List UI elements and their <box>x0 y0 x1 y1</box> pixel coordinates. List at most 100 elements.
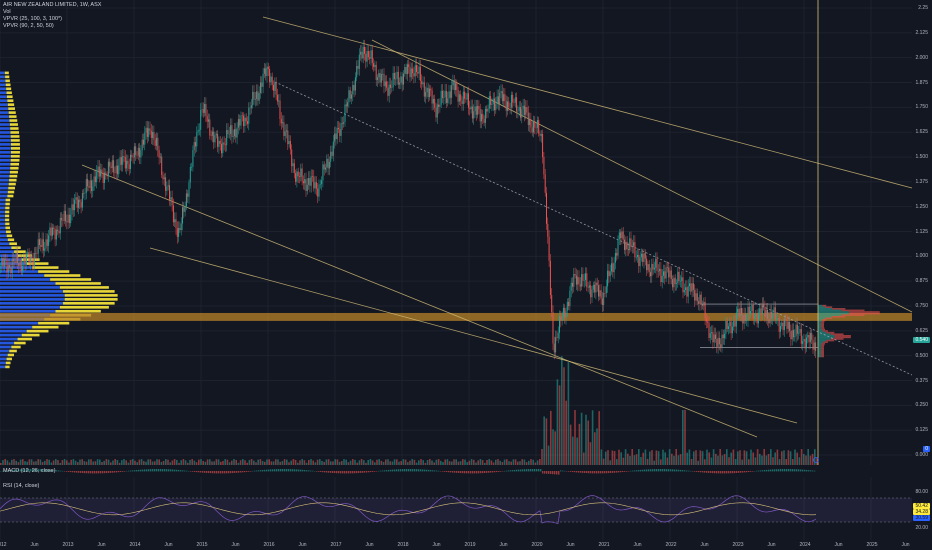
candle-body <box>681 277 683 281</box>
candle-body <box>587 287 589 288</box>
volume-bar <box>290 460 292 465</box>
volume-bar <box>134 460 136 465</box>
candle-body <box>260 82 261 93</box>
rsi-ma-line <box>0 502 817 516</box>
candle-body <box>760 308 762 315</box>
candle-body <box>453 80 455 91</box>
macd-bar <box>94 471 96 474</box>
candle-body <box>343 121 345 124</box>
candle-body <box>111 160 113 169</box>
candle-body <box>282 122 284 124</box>
vpvr-right-down <box>821 352 824 355</box>
vpvr-bar-down <box>8 107 15 110</box>
macd-bar <box>260 470 262 472</box>
price-axis-label: 0.875 <box>915 278 928 285</box>
vpvr-right-down <box>841 314 865 316</box>
macd-bar <box>624 471 626 472</box>
volume-bar <box>418 460 420 465</box>
volume-bar <box>706 449 708 465</box>
macd-bar <box>554 471 556 475</box>
candle-body <box>383 73 385 87</box>
candle-body <box>52 227 53 236</box>
macd-bar <box>776 469 778 472</box>
candle-body <box>608 270 610 277</box>
volume-bar <box>88 459 90 465</box>
macd-bar <box>636 470 638 472</box>
volume-bar <box>609 460 611 465</box>
candle-body <box>106 174 108 177</box>
candle-body <box>566 301 568 311</box>
candle-body <box>201 109 203 111</box>
vpvr-right-down <box>821 323 825 326</box>
candle-body <box>742 315 744 324</box>
candle-body <box>495 103 497 111</box>
volume-bar <box>473 459 475 465</box>
macd-bar <box>804 469 806 472</box>
candle-body <box>156 137 157 146</box>
macd-bar <box>750 471 752 472</box>
candle-body <box>36 253 38 254</box>
volume-bar <box>327 459 330 465</box>
candle-body <box>162 174 164 180</box>
vpvr-right-up <box>818 312 849 315</box>
vpvr-bar-down <box>64 294 118 297</box>
candle-body <box>309 178 311 186</box>
vpvr-right-down <box>821 344 825 347</box>
vpvr-bar-down <box>5 361 11 365</box>
macd-bar <box>460 471 462 474</box>
vpvr-right-up <box>818 347 822 350</box>
candle-body <box>627 249 629 251</box>
vpvr-bar-up <box>0 298 65 301</box>
macd-bar <box>118 471 120 473</box>
macd-bar <box>488 471 490 473</box>
candle-body <box>665 267 667 279</box>
vpvr-bar-up <box>0 214 6 218</box>
macd-bar <box>652 469 654 472</box>
price-axis-label: 0.500 <box>915 352 928 359</box>
candle-body <box>367 51 369 58</box>
candle-body <box>176 228 178 237</box>
macd-bar <box>714 471 716 474</box>
volume-bar <box>805 455 807 465</box>
candle-body <box>482 113 484 119</box>
candle-body <box>577 277 579 285</box>
candle-body <box>549 260 551 296</box>
candle-body <box>448 91 450 99</box>
macd-bar <box>414 469 416 472</box>
volume-bar <box>35 461 37 465</box>
candle-body <box>92 186 94 191</box>
candle-body <box>787 321 789 329</box>
vpvr-bar-down <box>9 349 17 353</box>
macd-bar <box>168 469 170 472</box>
macd-bar <box>232 471 234 474</box>
macd-bar <box>150 469 152 472</box>
volume-bar <box>156 459 158 465</box>
vpvr-bar-down <box>9 119 18 122</box>
macd-bar <box>302 469 304 472</box>
volume-bar <box>107 459 110 465</box>
volume-bar <box>99 459 101 465</box>
macd-bar <box>324 471 326 473</box>
macd-bar <box>592 471 594 474</box>
volume-bar <box>811 453 814 465</box>
macd-bar <box>338 471 340 474</box>
volume-bar <box>435 459 438 465</box>
vpvr-bar-down <box>5 365 10 369</box>
vpvr-right-up <box>818 346 822 348</box>
candle-body <box>153 131 155 140</box>
macd-bar <box>400 469 402 472</box>
volume-bar <box>710 457 713 465</box>
macd-bar <box>16 469 18 472</box>
candle-body <box>487 108 489 112</box>
candle-body <box>244 117 246 127</box>
candle-body <box>26 254 27 264</box>
macd-bar <box>30 469 32 472</box>
candle-body <box>768 318 770 324</box>
vpvr-bar-up <box>0 91 7 95</box>
candle-body <box>279 100 281 120</box>
candle-body <box>145 127 147 133</box>
vpvr-right-up <box>818 355 821 358</box>
time-axis-label: 2017 <box>330 542 342 548</box>
macd-bar <box>64 471 66 472</box>
